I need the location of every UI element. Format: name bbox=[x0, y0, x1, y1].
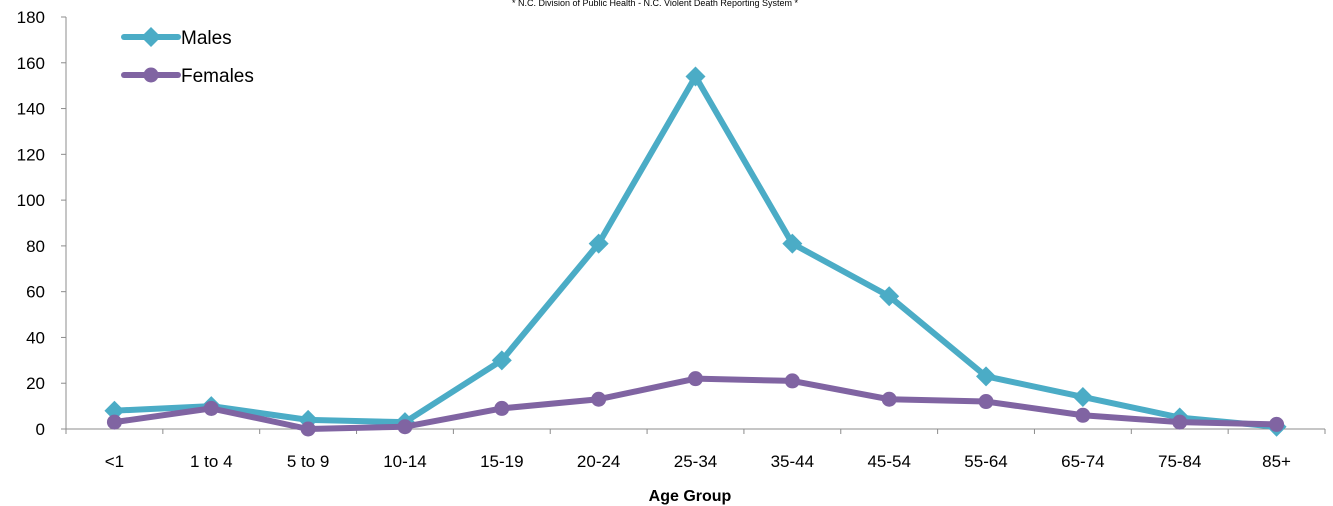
data-point-males bbox=[782, 233, 803, 254]
y-axis: 0 20 40 60 80 100 120 140 160 180 bbox=[17, 8, 67, 439]
data-point-males bbox=[1072, 386, 1093, 407]
y-tick-label: 60 bbox=[26, 283, 45, 302]
x-axis-title: Age Group bbox=[649, 488, 732, 505]
x-tick-label: 55-64 bbox=[964, 452, 1007, 471]
legend-marker bbox=[141, 27, 161, 47]
series-females bbox=[106, 371, 1285, 437]
data-point-females bbox=[688, 371, 703, 387]
x-tick-label: 45-54 bbox=[867, 452, 910, 471]
data-point-females bbox=[106, 414, 122, 430]
x-tick-label: 15-19 bbox=[480, 452, 523, 471]
legend-item-males: Males bbox=[121, 27, 232, 49]
legend-label: Males bbox=[181, 28, 232, 49]
data-point-males bbox=[879, 286, 900, 307]
x-tick-label: 20-24 bbox=[577, 452, 620, 471]
legend: Males Females bbox=[121, 27, 254, 87]
data-point-females bbox=[1172, 414, 1188, 430]
data-point-females bbox=[1075, 407, 1091, 423]
data-point-females bbox=[1269, 416, 1285, 432]
data-point-females bbox=[881, 391, 897, 407]
x-tick-label: <1 bbox=[105, 452, 124, 471]
data-point-females bbox=[203, 400, 219, 416]
x-tick-label: 25-34 bbox=[674, 452, 717, 471]
data-point-females bbox=[591, 391, 607, 407]
y-tick-label: 160 bbox=[17, 54, 45, 73]
data-point-males bbox=[491, 350, 512, 371]
x-tick-label: 35-44 bbox=[771, 452, 814, 471]
x-axis: <1 1 to 4 5 to 9 10-14 15-19 20-24 25-34 35-44 4… bbox=[65, 428, 1326, 471]
source-note: * N.C. Division of Public Health - N.C. … bbox=[512, 0, 798, 8]
data-point-females bbox=[300, 421, 316, 437]
y-tick-label: 40 bbox=[26, 328, 45, 347]
x-tick-label: 10-14 bbox=[383, 452, 426, 471]
y-tick-label: 180 bbox=[17, 8, 45, 27]
legend-marker bbox=[143, 67, 159, 83]
data-point-males bbox=[588, 233, 609, 254]
y-tick-label: 100 bbox=[17, 191, 45, 210]
y-tick-label: 0 bbox=[36, 420, 45, 439]
data-point-males bbox=[976, 366, 997, 387]
data-point-females bbox=[978, 394, 994, 410]
x-tick-label: 1 to 4 bbox=[190, 452, 233, 471]
y-tick-label: 20 bbox=[26, 374, 45, 393]
y-tick-label: 140 bbox=[17, 100, 45, 119]
x-tick-label: 85+ bbox=[1262, 452, 1291, 471]
legend-label: Females bbox=[181, 66, 254, 87]
x-tick-label: 5 to 9 bbox=[287, 452, 330, 471]
data-point-males bbox=[104, 400, 125, 421]
series-layer bbox=[104, 66, 1287, 437]
x-tick-label: 65-74 bbox=[1061, 452, 1104, 471]
y-tick-label: 120 bbox=[17, 145, 45, 164]
data-point-females bbox=[784, 373, 800, 389]
data-point-females bbox=[397, 419, 413, 435]
y-tick-label: 80 bbox=[26, 237, 45, 256]
data-point-males bbox=[685, 66, 706, 87]
x-tick-label: 75-84 bbox=[1158, 452, 1201, 471]
data-point-females bbox=[494, 400, 510, 416]
legend-item-females: Females bbox=[121, 66, 254, 87]
